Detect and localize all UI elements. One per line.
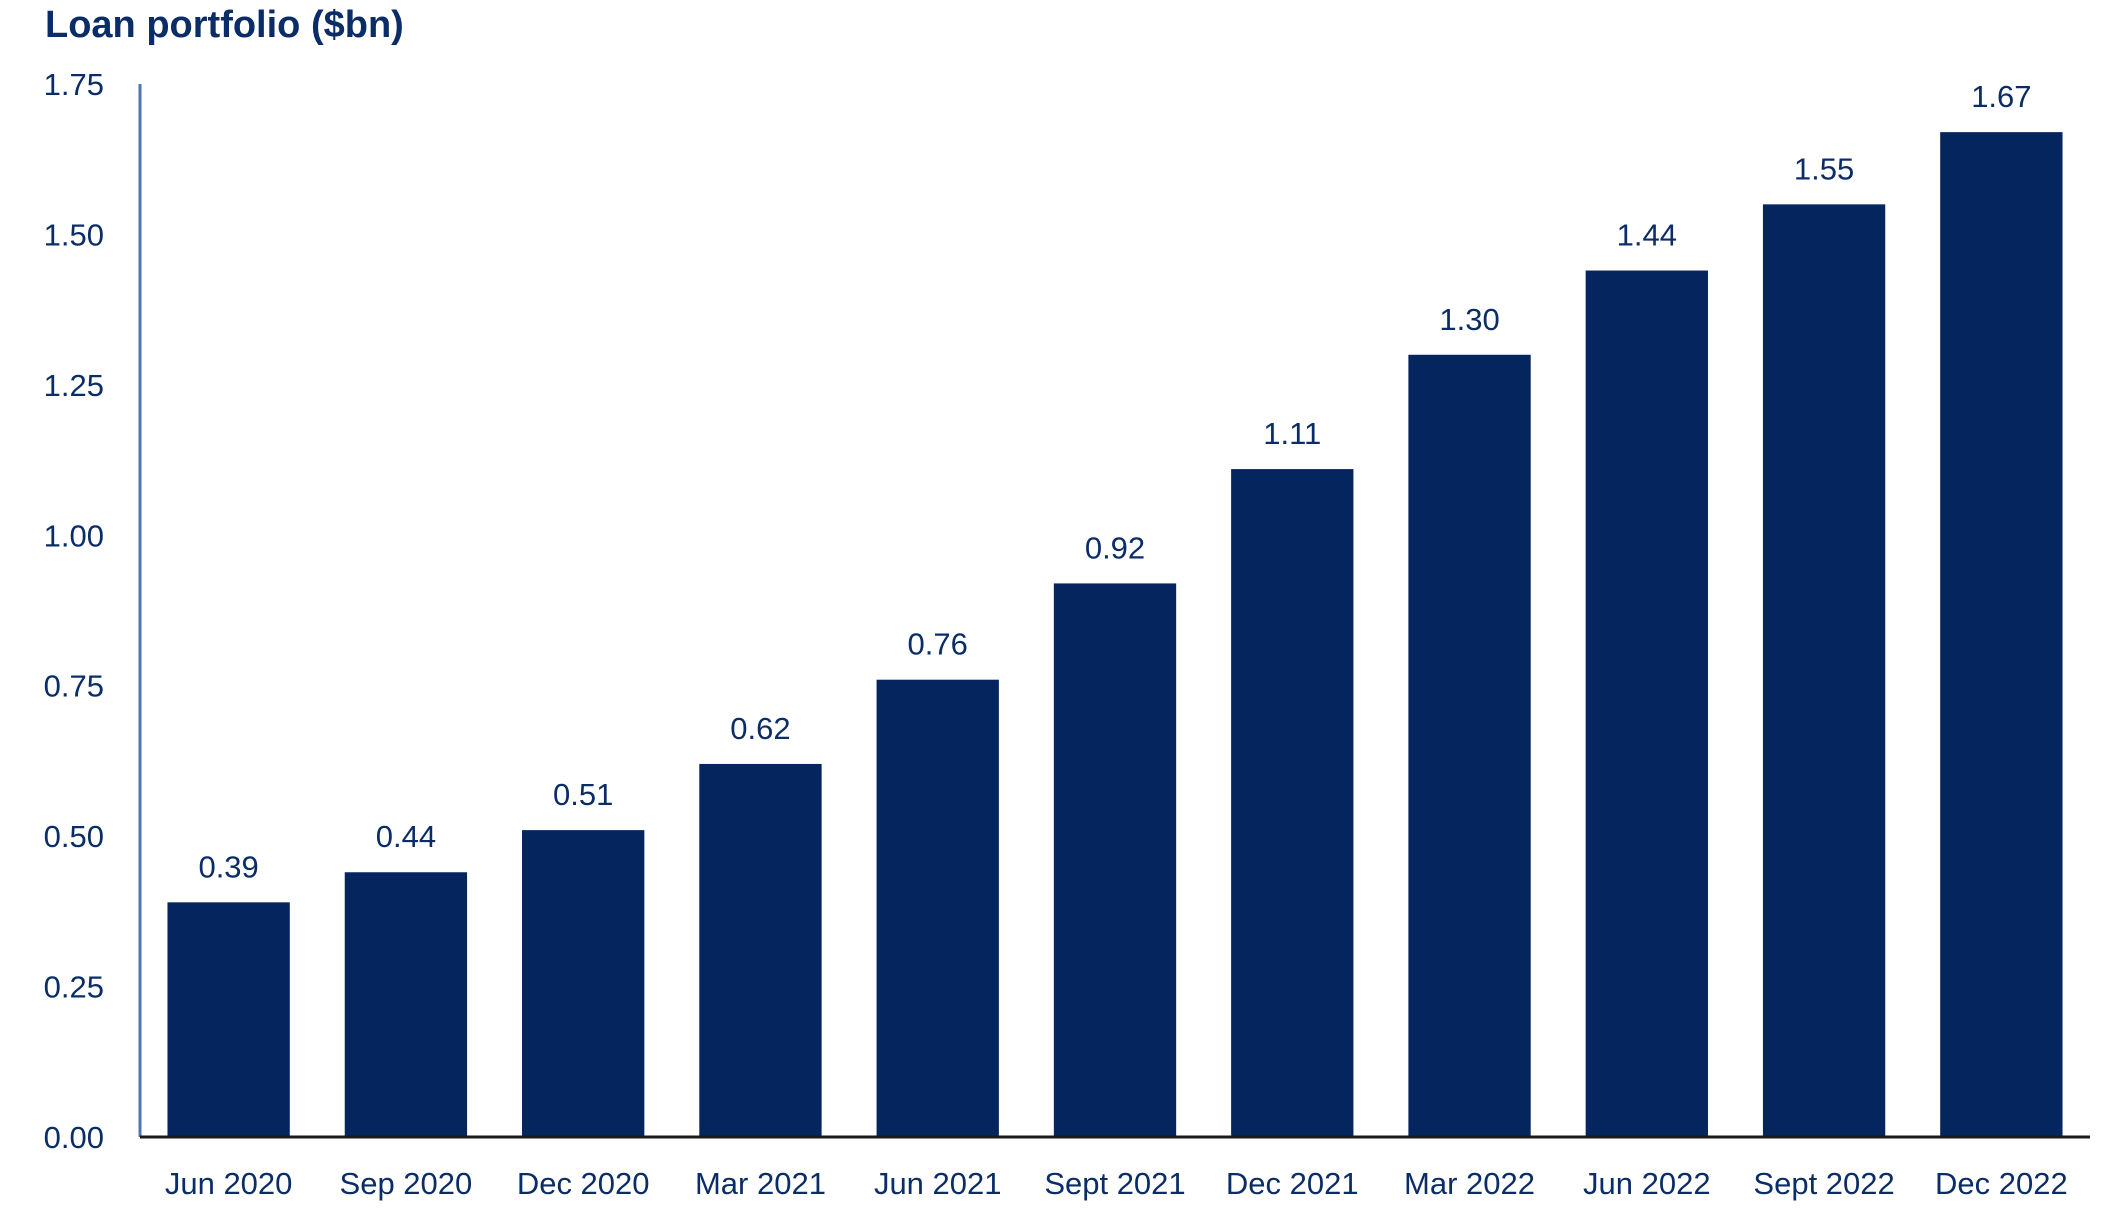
y-axis-ticks: 0.00 0.25 0.50 0.75 1.00 1.25 1.50 1.75 xyxy=(44,67,104,1155)
x-tick-label: Sept 2021 xyxy=(1044,1166,1185,1201)
y-tick-label: 1.50 xyxy=(44,217,104,252)
bar xyxy=(1231,469,1354,1137)
bar xyxy=(699,763,822,1137)
x-tick-label: Dec 2022 xyxy=(1935,1166,2068,1201)
bar xyxy=(344,872,468,1137)
bar-value-label: 0.39 xyxy=(198,849,258,884)
bar-value-label: 0.62 xyxy=(730,711,790,746)
bar xyxy=(876,679,999,1137)
x-tick-label: Jun 2021 xyxy=(874,1166,1002,1201)
axes xyxy=(138,84,2090,1139)
bar xyxy=(1585,270,1708,1137)
x-axis-ticks: Jun 2020 Sep 2020 Dec 2020 Mar 2021 Jun 2021… xyxy=(165,1166,2068,1201)
bar-series xyxy=(167,132,2063,1138)
x-tick-label: Mar 2022 xyxy=(1404,1166,1535,1201)
bar-value-label: 0.92 xyxy=(1085,530,1145,565)
bar-value-label: 0.51 xyxy=(553,777,613,812)
bar xyxy=(1762,204,1886,1138)
x-tick-label: Jun 2022 xyxy=(1583,1166,1711,1201)
bar-value-label: 1.11 xyxy=(1263,416,1321,451)
bar xyxy=(167,902,290,1137)
x-tick-label: Dec 2020 xyxy=(517,1166,650,1201)
y-tick-label: 0.75 xyxy=(44,669,104,704)
y-tick-label: 0.50 xyxy=(44,819,104,854)
chart-title: Loan portfolio ($bn) xyxy=(45,4,404,46)
bar-value-label: 1.67 xyxy=(1971,79,2031,114)
bar-value-label: 1.30 xyxy=(1439,302,1499,337)
x-tick-label: Jun 2020 xyxy=(165,1166,293,1201)
y-tick-label: 0.25 xyxy=(44,970,104,1005)
y-tick-label: 1.75 xyxy=(44,67,104,102)
x-tick-label: Mar 2021 xyxy=(695,1166,826,1201)
x-tick-label: Dec 2021 xyxy=(1226,1166,1359,1201)
bar xyxy=(1408,354,1531,1137)
y-tick-label: 1.00 xyxy=(44,518,104,553)
x-tick-label: Sep 2020 xyxy=(340,1166,473,1201)
bar-value-label: 1.44 xyxy=(1617,218,1677,253)
data-labels: 0.39 0.44 0.51 0.62 0.76 0.92 1.11 1.30 1.44 1.55… xyxy=(198,79,2031,884)
bar-value-label: 1.55 xyxy=(1794,151,1854,186)
y-tick-label: 1.25 xyxy=(44,368,104,403)
bar xyxy=(1940,132,2063,1137)
bar xyxy=(1053,583,1177,1137)
bar-value-label: 0.44 xyxy=(376,819,436,854)
bar xyxy=(522,830,645,1137)
x-tick-label: Sept 2022 xyxy=(1753,1166,1894,1201)
y-tick-label: 0.00 xyxy=(44,1120,104,1155)
bar-value-label: 0.76 xyxy=(908,627,968,662)
